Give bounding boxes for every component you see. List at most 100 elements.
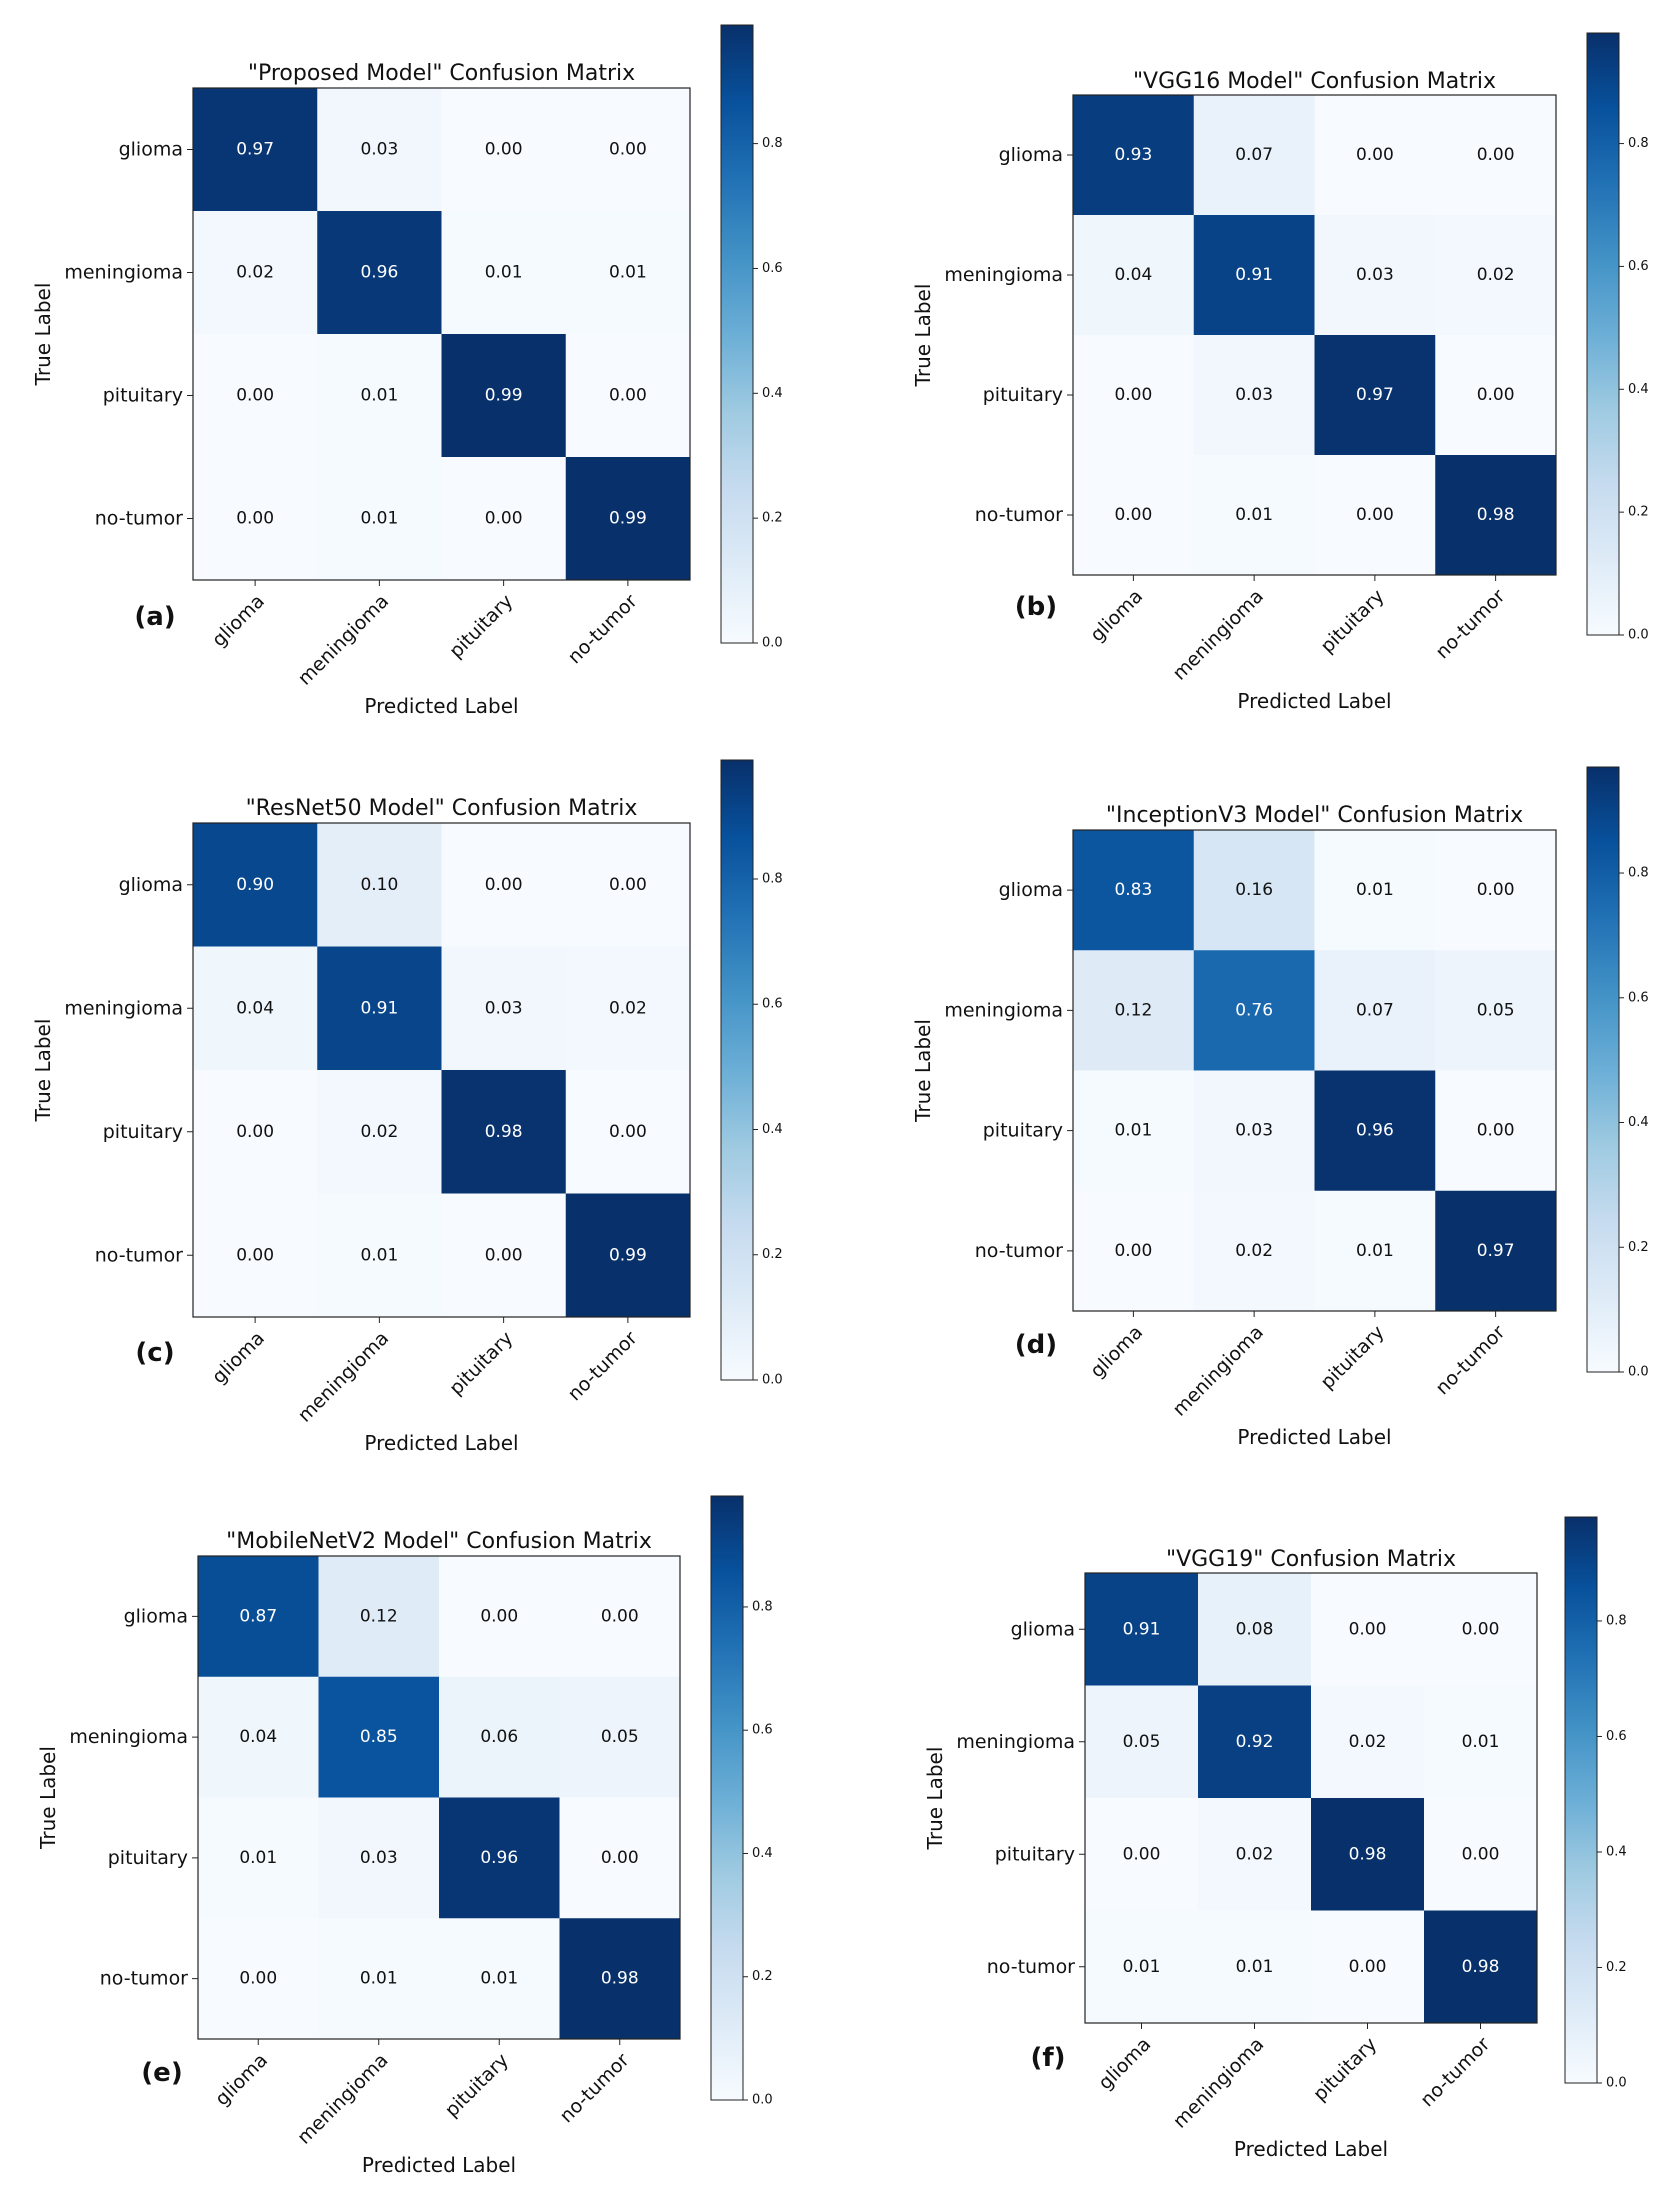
heatmap-cell	[1424, 1798, 1538, 1911]
heatmap-cell	[1193, 455, 1315, 576]
cell-value-label: 0.04	[236, 998, 274, 1018]
colorbar	[1586, 32, 1620, 636]
heatmap-cell	[1193, 830, 1315, 951]
y-tick-label: no-tumor	[987, 1956, 1075, 1978]
heatmap-cell	[1085, 1910, 1199, 2024]
cell-value-label: 0.96	[360, 263, 398, 283]
heatmap-cell	[1198, 1910, 1312, 2024]
panel-3: "InceptionV3 Model" Confusion Matrix 0.83…	[911, 766, 1649, 1449]
colorbar-tick-label: 0.0	[1628, 628, 1649, 643]
cell-value-label: 0.04	[239, 1727, 277, 1747]
heatmap-cell	[1193, 950, 1315, 1071]
x-tick-label: no-tumor	[564, 590, 642, 668]
colorbar-tick-label: 0.2	[1628, 1240, 1649, 1255]
cell-value-label: 0.00	[1356, 145, 1394, 165]
panel-2: "ResNet50 Model" Confusion Matrix 0.90 0.1…	[31, 759, 783, 1455]
heatmap-cell	[1314, 1070, 1436, 1192]
y-tick-label: meningioma	[64, 262, 183, 284]
heatmap-cell	[193, 1070, 318, 1194]
heatmap-cell	[1424, 1573, 1538, 1686]
cell-value-label: 0.01	[239, 1848, 277, 1868]
colorbar-tick-label: 0.6	[762, 997, 783, 1012]
cell-value-label: 0.01	[1462, 1732, 1500, 1752]
cell-value-label: 0.91	[360, 998, 398, 1018]
panel-letter: (c)	[135, 1338, 174, 1368]
y-tick-label: no-tumor	[975, 1240, 1063, 1262]
heatmap-cell	[1193, 95, 1315, 216]
x-axis-label: Predicted Label	[1234, 2137, 1388, 2161]
cell-value-label: 0.00	[1123, 1844, 1161, 1864]
chart-title: "Proposed Model" Confusion Matrix	[248, 61, 635, 86]
heatmap-cell	[1198, 1798, 1312, 1911]
heatmap-cell	[1424, 1685, 1538, 1799]
y-axis-label: True Label	[36, 1746, 60, 1850]
colorbar-tick-label: 0.4	[762, 1122, 783, 1137]
heatmap-cell	[1193, 335, 1315, 456]
y-tick-label: pituitary	[103, 1121, 183, 1143]
y-tick-label: pituitary	[103, 385, 183, 407]
cell-value-label: 0.00	[609, 140, 647, 160]
y-tick-label: glioma	[999, 879, 1063, 901]
heatmap-cell	[1073, 1070, 1195, 1192]
cell-value-label: 0.00	[236, 1122, 274, 1142]
y-tick-label: no-tumor	[95, 1244, 183, 1266]
colorbar-tick-label: 0.2	[1628, 505, 1649, 520]
x-tick-label: meningioma	[294, 590, 393, 689]
heatmap-cell	[565, 88, 691, 212]
colorbar	[710, 1495, 744, 2101]
heatmap-cell	[1314, 1190, 1436, 1312]
cell-value-label: 0.97	[236, 140, 274, 160]
heatmap-cell	[439, 1797, 560, 1919]
colorbar-tick-label: 0.8	[762, 136, 783, 151]
colorbar-tick-label: 0.0	[752, 2093, 773, 2108]
x-axis-label: Predicted Label	[1237, 1425, 1391, 1449]
y-axis-label: True Label	[31, 1019, 55, 1123]
x-tick-label: no-tumor	[1431, 585, 1509, 663]
cell-value-label: 0.05	[601, 1727, 639, 1747]
cell-value-label: 0.93	[1114, 145, 1152, 165]
heatmap-cell	[1073, 455, 1195, 576]
heatmap-cell	[193, 1193, 318, 1318]
panel-letter: (f)	[1030, 2043, 1065, 2073]
cell-value-label: 0.06	[480, 1727, 518, 1747]
cell-value-label: 0.01	[485, 263, 523, 283]
heatmap-cell	[198, 1797, 319, 1919]
panel-letter: (e)	[141, 2058, 182, 2088]
x-axis-label: Predicted Label	[364, 1431, 518, 1455]
heatmap-cell	[193, 457, 318, 581]
cell-value-label: 0.00	[1477, 1121, 1515, 1141]
cell-value-label: 0.97	[1477, 1241, 1515, 1261]
cell-value-label: 0.03	[360, 140, 398, 160]
cell-value-label: 0.02	[1349, 1732, 1387, 1752]
x-axis-label: Predicted Label	[1237, 689, 1391, 713]
x-tick-label: pituitary	[1309, 2033, 1381, 2105]
cell-value-label: 0.12	[360, 1606, 398, 1626]
colorbar-tick-label: 0.4	[762, 386, 783, 401]
cell-value-label: 0.00	[1114, 385, 1152, 405]
x-tick-label: glioma	[1086, 585, 1147, 646]
x-tick-label: pituitary	[1316, 585, 1388, 657]
heatmap-cell	[317, 88, 442, 212]
heatmap-cell	[1314, 215, 1436, 336]
heatmap-cell	[1435, 1070, 1557, 1192]
cell-value-label: 0.02	[609, 998, 647, 1018]
colorbar-tick-label: 0.6	[1628, 259, 1649, 274]
heatmap-cell	[441, 88, 567, 212]
y-tick-label: meningioma	[69, 1726, 188, 1748]
y-axis-label: True Label	[911, 1019, 935, 1123]
cell-value-label: 0.04	[1114, 265, 1152, 285]
x-tick-label: no-tumor	[1431, 1321, 1509, 1399]
x-tick-label: glioma	[1094, 2033, 1155, 2094]
matrix-frame	[1072, 94, 1557, 576]
y-tick-label: glioma	[1011, 1618, 1075, 1640]
x-tick-label: pituitary	[441, 2049, 513, 2121]
cell-value-label: 0.00	[609, 875, 647, 895]
cell-value-label: 0.12	[1114, 1000, 1152, 1020]
x-axis-label: Predicted Label	[362, 2153, 516, 2177]
heatmap-cell	[1314, 455, 1436, 576]
heatmap-cell	[1314, 950, 1436, 1071]
heatmap-cell	[1311, 1798, 1425, 1911]
cell-value-label: 0.00	[239, 1969, 277, 1989]
cell-value-label: 0.00	[485, 875, 523, 895]
x-tick-label: glioma	[208, 590, 269, 651]
